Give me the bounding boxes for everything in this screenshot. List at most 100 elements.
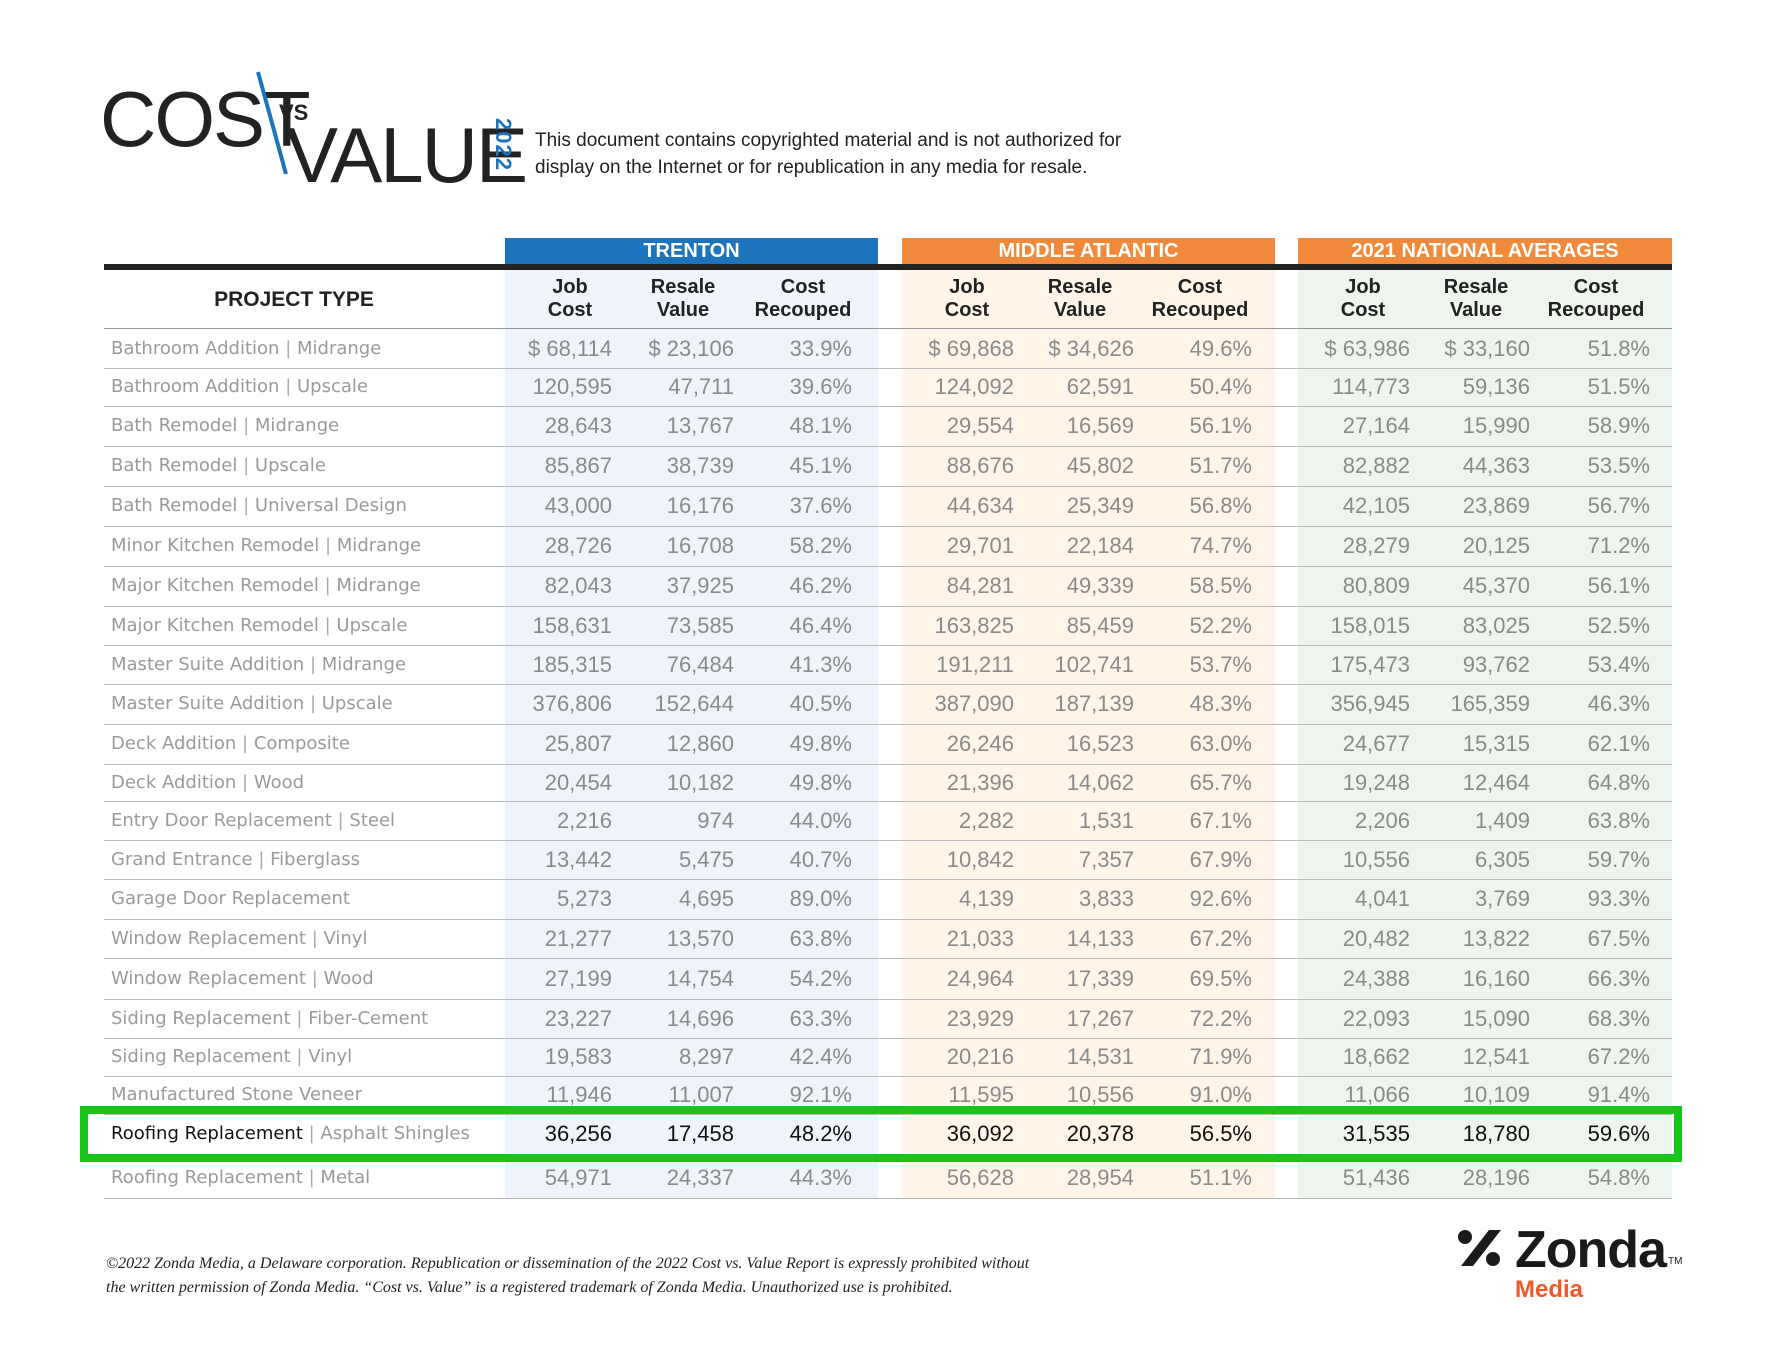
row-project-type: Bath Remodel | Universal Design xyxy=(111,495,407,516)
cell-national-resale-value: 12,464 xyxy=(1462,769,1530,795)
project-subtype: Fiberglass xyxy=(270,848,360,870)
project-name: Bath Remodel xyxy=(111,495,238,516)
cell-middle-atlantic-job-cost: 21,033 xyxy=(946,925,1014,951)
cell-trenton-job-cost: 21,277 xyxy=(544,925,612,951)
cell-trenton-job-cost: 28,726 xyxy=(544,533,612,558)
cell-national-job-cost: 28,279 xyxy=(1342,533,1410,558)
cell-middle-atlantic-resale-value: 85,459 xyxy=(1066,612,1134,638)
cell-middle-atlantic-cost-recouped: 56.1% xyxy=(1189,413,1252,438)
table-row: Master Suite Addition | Upscale 376,806 15… xyxy=(104,684,1672,725)
cell-middle-atlantic-resale-value: 10,556 xyxy=(1066,1082,1134,1107)
cell-middle-atlantic-resale-value: 1,531 xyxy=(1078,807,1134,833)
cell-middle-atlantic-job-cost: 2,282 xyxy=(958,807,1014,833)
cell-trenton-cost-recouped: 44.0% xyxy=(789,807,852,833)
column-header-line: Cost xyxy=(1340,299,1386,321)
cell-middle-atlantic-job-cost: 11,595 xyxy=(948,1082,1014,1107)
cell-national-cost-recouped: 52.5% xyxy=(1587,612,1650,638)
subtype-separator: | xyxy=(302,1167,321,1188)
cell-trenton-job-cost: 5,273 xyxy=(556,886,612,911)
table-row: Siding Replacement | Vinyl 19,583 8,297 42.… xyxy=(104,1038,1672,1077)
cell-trenton-resale-value: 8,297 xyxy=(678,1044,734,1069)
table-row: Bathroom Addition | Midrange $ 68,114 $ 23… xyxy=(104,329,1672,369)
cell-middle-atlantic-resale-value: 3,833 xyxy=(1078,886,1134,911)
cell-trenton-job-cost: 20,454 xyxy=(544,769,612,795)
project-name: Siding Replacement xyxy=(111,1007,291,1029)
column-header-line: Cost xyxy=(547,299,593,321)
project-name: Major Kitchen Remodel xyxy=(111,575,319,596)
column-header-line: Recouped xyxy=(754,299,852,321)
column-header-national-resale-value: Resale Value xyxy=(1416,276,1536,326)
table-row: Entry Door Replacement | Steel 2,216 974 44… xyxy=(104,801,1672,841)
cell-national-resale-value: 45,370 xyxy=(1462,573,1530,598)
cell-national-job-cost: 24,388 xyxy=(1342,965,1410,991)
cell-trenton-cost-recouped: 42.4% xyxy=(789,1044,852,1069)
cell-middle-atlantic-resale-value: 17,267 xyxy=(1066,1005,1134,1031)
project-subtype: Wood xyxy=(323,967,374,989)
cell-national-cost-recouped: 56.1% xyxy=(1587,573,1650,598)
cell-national-cost-recouped: 93.3% xyxy=(1587,886,1650,911)
national-column-bg xyxy=(1298,270,1672,1198)
cell-national-cost-recouped: 67.2% xyxy=(1587,1044,1650,1069)
cell-trenton-cost-recouped: 54.2% xyxy=(789,965,852,991)
cell-middle-atlantic-job-cost: 88,676 xyxy=(946,453,1014,478)
legal-line-2: the written permission of Zonda Media. “… xyxy=(106,1279,953,1296)
cell-middle-atlantic-resale-value: 17,339 xyxy=(1066,965,1134,991)
cell-trenton-cost-recouped: 48.2% xyxy=(789,1121,852,1146)
cell-middle-atlantic-cost-recouped: 67.9% xyxy=(1189,846,1252,872)
project-subtype: Midrange xyxy=(336,575,421,596)
row-project-type: Bathroom Addition | Midrange xyxy=(111,338,381,359)
cell-middle-atlantic-resale-value: 49,339 xyxy=(1066,573,1134,598)
cell-national-job-cost: 22,093 xyxy=(1342,1005,1410,1031)
project-name: Roofing Replacement xyxy=(111,1167,303,1188)
cell-national-resale-value: 15,090 xyxy=(1462,1005,1530,1031)
cell-trenton-resale-value: 16,708 xyxy=(666,533,734,558)
project-subtype: Wood xyxy=(253,771,305,793)
cell-middle-atlantic-resale-value: 25,349 xyxy=(1066,493,1134,518)
cell-national-job-cost: 19,248 xyxy=(1342,769,1410,795)
copyright-notice: This document contains copyrighted mater… xyxy=(535,130,1122,178)
cell-national-resale-value: 15,315 xyxy=(1462,731,1530,756)
project-subtype: Midrange xyxy=(336,535,422,556)
subtype-separator: | xyxy=(319,535,337,556)
row-project-type: Master Suite Addition | Midrange xyxy=(111,654,406,675)
subtype-separator: | xyxy=(237,495,255,516)
table-row: Bath Remodel | Midrange 28,643 13,767 48.1%… xyxy=(104,406,1672,447)
row-project-type: Siding Replacement | Vinyl xyxy=(111,1046,352,1067)
cell-middle-atlantic-cost-recouped: 67.1% xyxy=(1189,807,1252,833)
cell-national-job-cost: 2,206 xyxy=(1354,807,1410,833)
table-row: Major Kitchen Remodel | Upscale 158,631 73… xyxy=(104,606,1672,646)
highlight-row-bg-national xyxy=(1298,1114,1672,1154)
project-name: Manufactured Stone Veneer xyxy=(111,1084,362,1105)
subtype-separator: | xyxy=(331,809,350,831)
column-header-line: Job xyxy=(1345,276,1381,298)
cell-national-resale-value: 6,305 xyxy=(1474,846,1530,872)
row-project-type: Major Kitchen Remodel | Upscale xyxy=(111,615,407,636)
cell-trenton-resale-value: 4,695 xyxy=(678,886,734,911)
project-name: Roofing Replacement xyxy=(111,1123,303,1144)
row-project-type: Deck Addition | Composite xyxy=(111,733,350,754)
column-header-middle-atlantic-resale-value: Resale Value xyxy=(1020,276,1140,326)
cell-middle-atlantic-cost-recouped: 53.7% xyxy=(1189,651,1252,677)
column-header-line: Recouped xyxy=(1151,299,1249,321)
cell-trenton-job-cost: 25,807 xyxy=(544,731,612,756)
cell-national-cost-recouped: 68.3% xyxy=(1587,1005,1650,1031)
row-project-type: Window Replacement | Wood xyxy=(111,968,374,989)
project-name: Entry Door Replacement xyxy=(111,809,332,831)
cell-middle-atlantic-resale-value: 16,569 xyxy=(1066,413,1134,438)
cell-middle-atlantic-cost-recouped: 92.6% xyxy=(1189,886,1252,911)
column-header-line: Cost xyxy=(1177,276,1223,298)
cell-middle-atlantic-cost-recouped: 49.6% xyxy=(1189,335,1252,361)
cell-middle-atlantic-job-cost: 21,396 xyxy=(946,769,1014,795)
row-project-type: Minor Kitchen Remodel | Midrange xyxy=(111,535,421,556)
cell-middle-atlantic-cost-recouped: 69.5% xyxy=(1189,965,1252,991)
cell-middle-atlantic-cost-recouped: 67.2% xyxy=(1189,925,1252,951)
cell-trenton-resale-value: 37,925 xyxy=(666,573,734,598)
table-row: Bath Remodel | Universal Design 43,000 16,… xyxy=(104,486,1672,527)
subtype-separator: | xyxy=(290,1046,309,1067)
cost-vs-value-logo: COST VS VALUE 2022 xyxy=(100,70,528,194)
cell-trenton-resale-value: 14,696 xyxy=(666,1005,734,1031)
cell-trenton-job-cost: 27,199 xyxy=(544,965,612,991)
project-name: Major Kitchen Remodel xyxy=(111,614,319,636)
cell-national-cost-recouped: 53.5% xyxy=(1587,453,1650,478)
cell-middle-atlantic-job-cost: 23,929 xyxy=(946,1005,1014,1031)
